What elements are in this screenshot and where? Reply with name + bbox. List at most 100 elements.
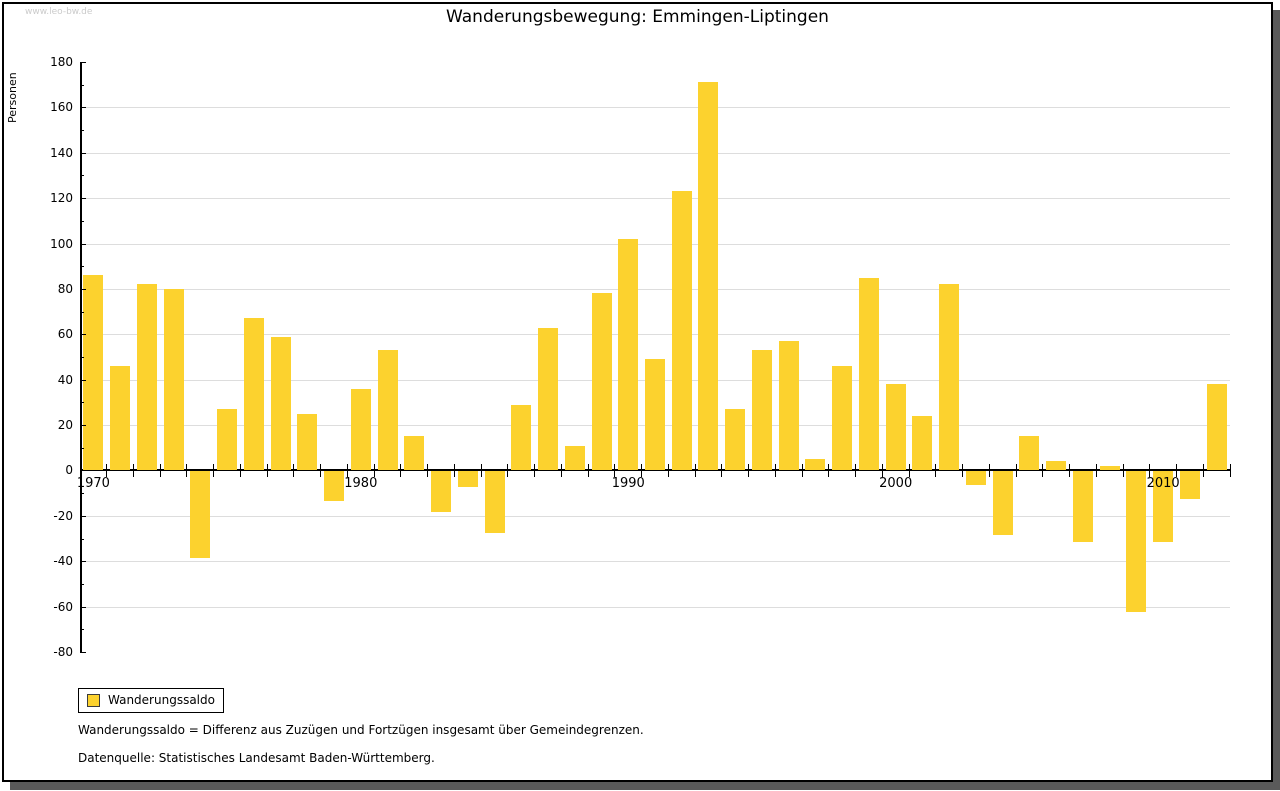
footnote-definition: Wanderungssaldo = Differenz aus Zuzügen …	[78, 723, 644, 737]
x-tick-label: 2010	[1146, 476, 1180, 492]
y-tick-label: -80	[53, 645, 73, 659]
bar-2011	[1179, 471, 1200, 499]
legend: Wanderungssaldo	[78, 688, 224, 713]
y-tick	[80, 561, 86, 563]
y-tick-label: -60	[53, 599, 73, 614]
bar-1970	[83, 275, 104, 471]
y-tick	[80, 107, 86, 109]
bar-2004	[992, 471, 1013, 535]
bar-2002	[939, 284, 960, 471]
bar-1975	[217, 409, 238, 471]
bar-1972	[136, 284, 157, 471]
watermark: www.leo-bw.de	[25, 7, 93, 17]
gridline	[80, 606, 1230, 608]
y-tick	[80, 62, 86, 63]
bar-2007	[1072, 471, 1093, 542]
y-tick	[80, 152, 86, 154]
bar-1985	[484, 471, 505, 533]
bar-2003	[965, 471, 986, 486]
bar-1987	[538, 327, 559, 471]
bar-1971	[110, 366, 131, 471]
y-tick-label: 80	[57, 281, 73, 296]
x-tick-label: 1980	[344, 476, 378, 492]
gridline	[80, 107, 1230, 109]
y-tick-label: 20	[57, 418, 73, 433]
bar-2005	[1019, 436, 1040, 471]
bar-1978	[297, 413, 318, 471]
bar-2009	[1126, 471, 1147, 613]
x-tick-label: 1990	[611, 476, 645, 492]
bar-1989	[591, 293, 612, 471]
y-tick	[80, 220, 84, 222]
y-tick	[80, 652, 86, 653]
x-axis-line	[80, 469, 1230, 472]
bar-1994	[725, 409, 746, 471]
bar-1973	[163, 288, 184, 471]
plot-area	[80, 62, 1231, 653]
bar-1983	[431, 471, 452, 513]
bar-2000	[885, 384, 906, 471]
bar-2001	[912, 416, 933, 471]
y-tick	[80, 334, 86, 336]
bar-1990	[618, 239, 639, 471]
y-tick-label: 100	[50, 236, 73, 251]
bar-1982	[404, 436, 425, 471]
x-tick	[1229, 463, 1231, 477]
y-tick	[80, 493, 84, 495]
y-tick	[80, 175, 84, 177]
bar-2010	[1153, 471, 1174, 542]
gridline	[80, 334, 1230, 336]
y-tick	[80, 425, 86, 427]
bar-1976	[243, 318, 264, 471]
chart-card: www.leo-bw.de Wanderungsbewegung: Emming…	[2, 2, 1273, 782]
bar-1997	[805, 459, 826, 471]
y-tick-label: -20	[53, 508, 73, 523]
y-tick-label: 160	[50, 100, 73, 115]
bar-1981	[377, 350, 398, 471]
y-tick	[80, 515, 86, 517]
chart-title: Wanderungsbewegung: Emmingen-Liptingen	[446, 7, 829, 27]
gridline	[80, 198, 1230, 200]
y-tick	[80, 266, 84, 268]
gridline	[80, 288, 1230, 290]
legend-swatch	[87, 694, 100, 707]
bar-1988	[564, 445, 585, 471]
y-tick	[80, 447, 84, 449]
y-tick	[80, 198, 86, 200]
y-tick	[80, 288, 86, 290]
x-tick-label: 1970	[76, 476, 110, 492]
y-tick	[80, 84, 84, 86]
bar-1980	[350, 388, 371, 471]
bar-1991	[645, 359, 665, 471]
bar-1996	[778, 341, 799, 471]
legend-label: Wanderungssaldo	[108, 693, 215, 707]
y-tick	[80, 243, 86, 245]
y-tick	[80, 538, 84, 540]
y-axis-label: Personen	[6, 72, 19, 123]
y-tick-label: 0	[65, 463, 73, 478]
y-tick-label: 40	[57, 372, 73, 387]
y-tick-label: 140	[50, 145, 73, 160]
bar-1986	[511, 404, 532, 471]
y-tick	[80, 311, 84, 313]
y-tick-label: 180	[50, 55, 73, 69]
bar-1977	[270, 336, 291, 471]
gridline	[80, 243, 1230, 245]
y-tick	[80, 402, 84, 404]
bar-2006	[1046, 461, 1067, 471]
bar-1993	[698, 82, 719, 471]
y-tick	[80, 379, 86, 381]
gridline	[80, 152, 1230, 154]
bar-1999	[858, 277, 879, 471]
x-tick-label: 2000	[879, 476, 913, 492]
footnote-source: Datenquelle: Statistisches Landesamt Bad…	[78, 751, 435, 765]
bar-1998	[832, 366, 853, 471]
y-tick-label: 120	[50, 191, 73, 206]
bar-1974	[190, 471, 211, 558]
y-tick	[80, 130, 84, 132]
y-tick	[80, 606, 86, 608]
bar-2012	[1206, 384, 1227, 471]
bar-1984	[457, 471, 478, 488]
y-tick-label: -40	[53, 554, 73, 569]
y-tick	[80, 629, 84, 631]
